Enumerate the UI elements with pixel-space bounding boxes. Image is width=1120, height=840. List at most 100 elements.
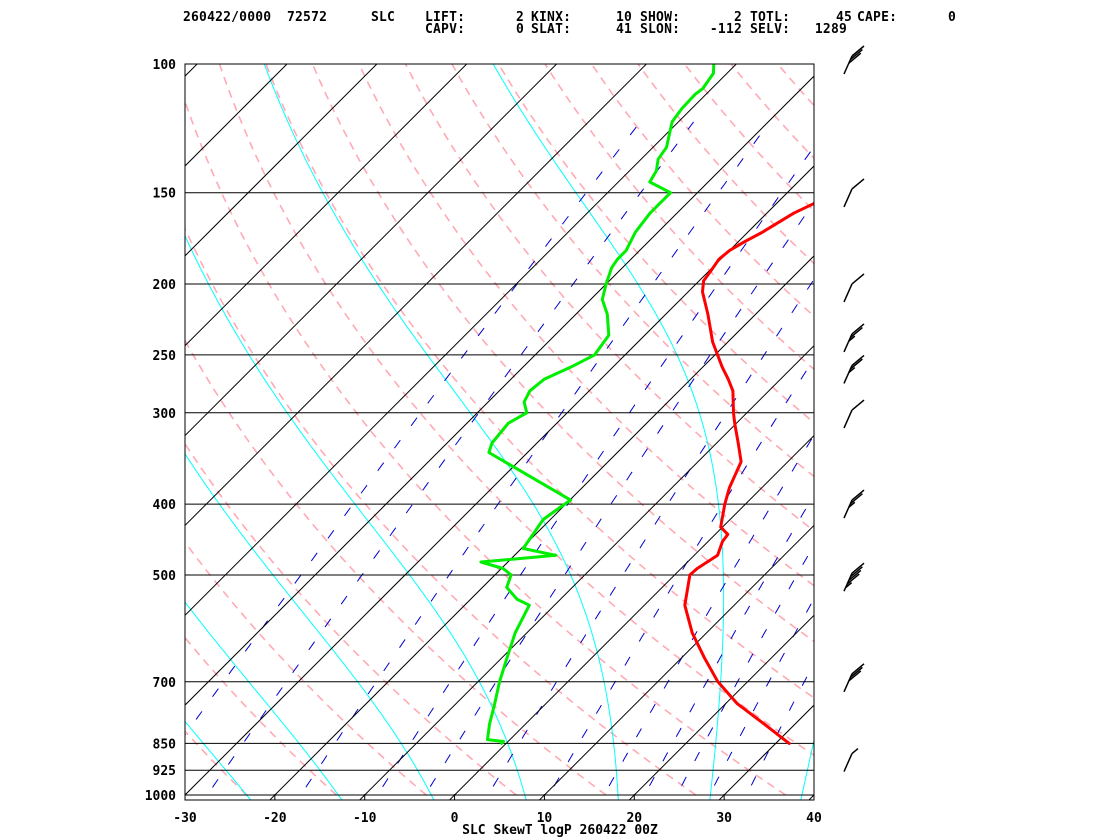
mixing-ratio-line [706, 597, 814, 800]
index-label: CAPE: [857, 10, 898, 25]
temperature-tick-labels: -30 -20 -10 0 10 20 30 40 [173, 794, 822, 826]
wind-barb [843, 489, 865, 519]
index-value: 45 [835, 10, 852, 25]
temperature-tick-label: -30 [173, 811, 197, 826]
temperature-tick-label: 0 [451, 811, 459, 826]
thermo-grid [0, 48, 1120, 811]
isotherm [718, 704, 814, 800]
temperature-tick-label: 20 [626, 811, 642, 826]
index-label: CAPV: [425, 22, 466, 37]
temperature-tick-label: -10 [353, 811, 377, 826]
wind-barb-half-flag [848, 501, 856, 508]
moist-adiabat [185, 234, 527, 800]
wind-barb-staff [843, 753, 853, 772]
dewpoint-profile [479, 64, 716, 745]
moist-adiabat [492, 64, 725, 800]
mixing-ratio-line [743, 662, 814, 800]
dry-adiabat [185, 226, 697, 796]
dry-adiabat [358, 64, 814, 587]
pressure-tick-label: 250 [153, 349, 177, 364]
wind-barb-flag [851, 489, 865, 501]
wind-barbs [843, 45, 865, 772]
mixing-ratio-line [600, 434, 814, 800]
wind-barb-flag [851, 178, 865, 190]
wind-barb-flag [846, 573, 860, 585]
wind-barb-staff [843, 283, 853, 303]
isotherm [185, 64, 378, 257]
wind-barb-half-flag [848, 335, 856, 342]
wind-barb-flag [849, 493, 863, 505]
pressure-tick-label: 300 [153, 407, 177, 422]
temperature-tick-label: 30 [716, 811, 732, 826]
dry-adiabat [451, 64, 814, 478]
wind-barb-flag [848, 52, 862, 64]
wind-barb [843, 562, 865, 592]
pressure-tick-labels: 100 150 200 250 300 400 500 700 850 925 1000 [145, 58, 176, 804]
index-label: LIFT: [425, 10, 466, 25]
wind-barb-half-flag [848, 367, 856, 374]
isotherm [0, 48, 124, 811]
isotherm [185, 64, 558, 437]
wind-barb [843, 178, 865, 208]
index-label: SHOW: [640, 10, 681, 25]
index-label: KINX: [531, 10, 572, 25]
dry-adiabat [218, 64, 814, 757]
dry-adiabat [590, 64, 814, 318]
wind-barb-half-flag [851, 747, 859, 755]
wind-barb-flag [849, 49, 863, 61]
sounding-profiles [479, 64, 814, 745]
mixing-ratio-line [484, 278, 814, 800]
moist-adiabat [185, 601, 343, 800]
index-label: SLAT: [531, 22, 572, 37]
chart-title: SLC SkewT logP 260422 00Z [462, 823, 658, 838]
dry-adiabat [311, 64, 814, 643]
wind-barb-half-flag [845, 582, 853, 589]
wind-barb-flag [851, 45, 865, 57]
isotherm [538, 524, 814, 800]
plot-frame [184, 63, 815, 801]
dry-adiabat [185, 730, 248, 796]
dry-adiabat [637, 64, 814, 265]
temperature-profile [683, 201, 814, 745]
isotherm [359, 345, 814, 800]
isotherm [185, 64, 288, 167]
index-value: 41 [615, 22, 632, 37]
mixing-ratio-line [673, 543, 814, 800]
dry-adiabat [871, 64, 1120, 795]
mixing-ratio-line [296, 121, 771, 800]
moist-adiabat [185, 452, 435, 800]
pressure-tick-label: 100 [153, 58, 177, 73]
wind-barb [843, 354, 865, 384]
isotherm [269, 255, 814, 800]
wind-barb-flag [851, 562, 865, 574]
wind-barb-flag [849, 666, 863, 678]
moist-adiabat [0, 64, 170, 811]
pressure-tick-label: 150 [153, 187, 177, 202]
wind-barb-flag [851, 354, 865, 366]
index-value: 0 [947, 10, 956, 25]
isotherm [185, 64, 737, 616]
pressure-tick-label: 400 [153, 498, 177, 513]
sounding-header: 260422/0000 72572 SLC LIFT: 2 KINX: 10 S… [0, 0, 1120, 40]
isotherm [185, 64, 468, 347]
wind-barb [843, 273, 865, 303]
station-id: 72572 [287, 10, 328, 25]
dry-adiabat [730, 64, 814, 160]
wind-barb [843, 323, 865, 353]
wind-barb-flag [851, 663, 865, 675]
wind-barb-flag [849, 326, 863, 339]
wind-barb [843, 663, 865, 693]
mixing-ratio-line [545, 357, 814, 800]
index-label: SLON: [640, 22, 681, 37]
pressure-tick-label: 1000 [145, 789, 176, 804]
isotherm [185, 64, 198, 77]
pressure-tick-label: 500 [153, 569, 177, 584]
wind-barb-staff [843, 188, 853, 208]
wind-barb-flag [848, 670, 862, 682]
isotherm [185, 75, 814, 706]
dry-adiabat [404, 64, 814, 532]
temperature-tick-label: -20 [263, 811, 287, 826]
dry-adiabat [185, 540, 427, 796]
index-value: 2 [733, 10, 742, 25]
index-value: 2 [515, 10, 524, 25]
